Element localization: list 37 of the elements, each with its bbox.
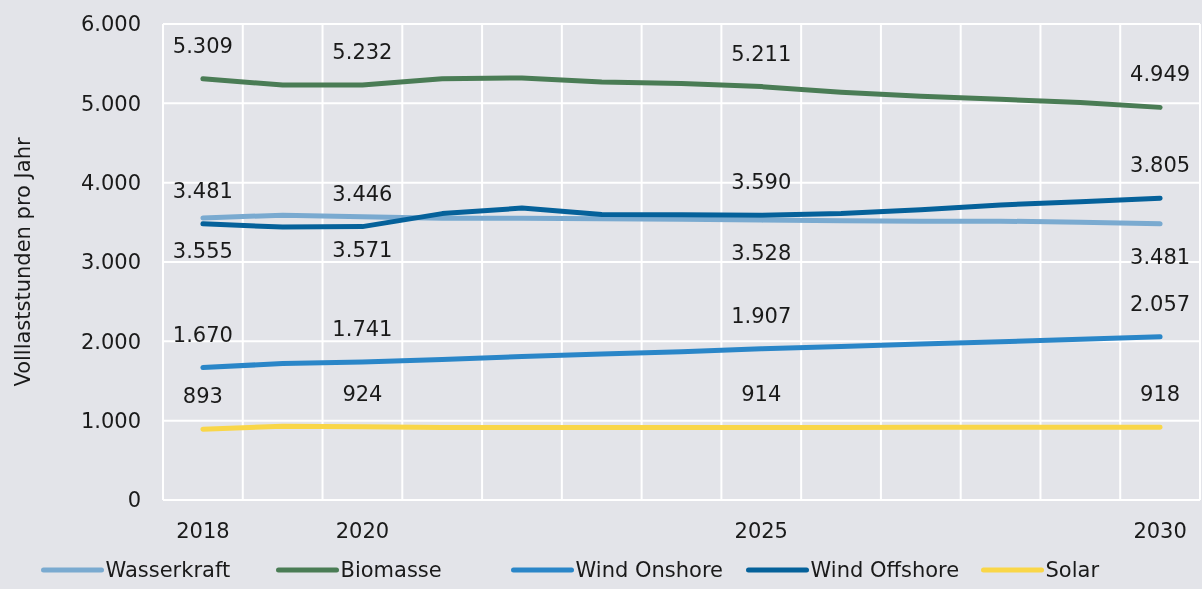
data-label: 3.590 — [731, 170, 792, 195]
data-label: 2.057 — [1130, 291, 1191, 316]
data-label: 3.528 — [731, 241, 792, 266]
legend-label: Biomasse — [340, 558, 442, 582]
y-tick-label: 1.000 — [80, 409, 141, 434]
data-label: 5.211 — [731, 41, 792, 66]
data-label: 914 — [741, 382, 782, 407]
data-label: 918 — [1140, 382, 1181, 407]
data-label: 3.481 — [172, 178, 233, 203]
data-label: 3.481 — [1130, 244, 1191, 269]
x-tick-label: 2030 — [1133, 519, 1187, 543]
data-label: 1.741 — [332, 316, 393, 341]
y-tick-label: 4.000 — [80, 171, 141, 196]
legend-label: Wind Offshore — [810, 558, 960, 582]
legend-label: Wind Onshore — [575, 558, 723, 582]
x-tick-label: 2020 — [335, 519, 390, 543]
data-label: 3.446 — [332, 181, 393, 206]
y-axis-title: Volllaststunden pro Jahr — [11, 137, 35, 387]
data-label: 3.571 — [332, 237, 393, 262]
legend-label: Solar — [1045, 558, 1100, 582]
x-tick-label: 2018 — [176, 519, 230, 543]
x-tick-label: 2025 — [734, 519, 788, 543]
data-label: 924 — [342, 381, 383, 406]
data-label: 5.232 — [332, 39, 393, 64]
data-label: 3.805 — [1130, 153, 1191, 178]
data-label: 5.309 — [172, 33, 233, 58]
y-tick-label: 0 — [127, 488, 141, 513]
data-label: 1.670 — [172, 322, 233, 347]
data-label: 3.555 — [172, 238, 233, 263]
y-tick-label: 2.000 — [80, 329, 141, 354]
data-label: 893 — [182, 384, 223, 409]
y-tick-label: 5.000 — [80, 91, 141, 116]
data-label: 1.907 — [731, 303, 792, 328]
data-label: 4.949 — [1130, 62, 1191, 87]
y-tick-label: 3.000 — [80, 250, 141, 275]
legend-label: Wasserkraft — [105, 558, 231, 582]
y-tick-label: 6.000 — [80, 12, 141, 37]
